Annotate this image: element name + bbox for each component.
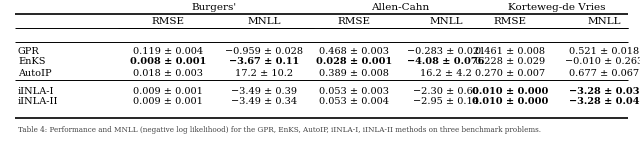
Text: RMSE: RMSE [152,16,184,25]
Text: 0.270 ± 0.007: 0.270 ± 0.007 [475,69,545,77]
Text: −3.49 ± 0.34: −3.49 ± 0.34 [231,97,297,106]
Text: iINLA-II: iINLA-II [18,97,58,106]
Text: −0.010 ± 0.263: −0.010 ± 0.263 [565,57,640,66]
Text: 0.053 ± 0.004: 0.053 ± 0.004 [319,97,389,106]
Text: RMSE: RMSE [337,16,371,25]
Text: 0.010 ± 0.000: 0.010 ± 0.000 [472,97,548,106]
Text: −0.283 ± 0.021: −0.283 ± 0.021 [407,46,485,56]
Text: MNLL: MNLL [247,16,281,25]
Text: 0.119 ± 0.004: 0.119 ± 0.004 [133,46,203,56]
Text: −3.28 ± 0.04: −3.28 ± 0.04 [569,97,639,106]
Text: 0.053 ± 0.003: 0.053 ± 0.003 [319,86,389,96]
Text: RMSE: RMSE [493,16,527,25]
Text: MNLL: MNLL [588,16,621,25]
Text: −3.67 ± 0.11: −3.67 ± 0.11 [229,57,299,66]
Text: Table 4: Performance and MNLL (negative log likelihood) for the GPR, EnKS, AutoI: Table 4: Performance and MNLL (negative … [18,126,541,134]
Text: 16.2 ± 4.2: 16.2 ± 4.2 [420,69,472,77]
Text: 0.389 ± 0.008: 0.389 ± 0.008 [319,69,389,77]
Text: −3.28 ± 0.03: −3.28 ± 0.03 [569,86,639,96]
Text: −2.95 ± 0.14: −2.95 ± 0.14 [413,97,479,106]
Text: MNLL: MNLL [429,16,463,25]
Text: 0.028 ± 0.001: 0.028 ± 0.001 [316,57,392,66]
Text: 0.009 ± 0.001: 0.009 ± 0.001 [133,86,203,96]
Text: 0.468 ± 0.003: 0.468 ± 0.003 [319,46,389,56]
Text: −0.959 ± 0.028: −0.959 ± 0.028 [225,46,303,56]
Text: 0.677 ± 0.067: 0.677 ± 0.067 [569,69,639,77]
Text: Allen-Cahn: Allen-Cahn [371,2,429,11]
Text: 0.008 ± 0.001: 0.008 ± 0.001 [130,57,206,66]
Text: AutoIP: AutoIP [18,69,52,77]
Text: iINLA-I: iINLA-I [18,86,54,96]
Text: 0.521 ± 0.018: 0.521 ± 0.018 [569,46,639,56]
Text: −2.30 ± 0.60: −2.30 ± 0.60 [413,86,479,96]
Text: GPR: GPR [18,46,40,56]
Text: 17.2 ± 10.2: 17.2 ± 10.2 [235,69,293,77]
Text: 0.228 ± 0.029: 0.228 ± 0.029 [475,57,545,66]
Text: −3.49 ± 0.39: −3.49 ± 0.39 [231,86,297,96]
Text: −4.08 ± 0.076: −4.08 ± 0.076 [407,57,484,66]
Text: EnKS: EnKS [18,57,45,66]
Text: 0.009 ± 0.001: 0.009 ± 0.001 [133,97,203,106]
Text: 0.010 ± 0.000: 0.010 ± 0.000 [472,86,548,96]
Text: Burgers': Burgers' [191,2,237,11]
Text: Korteweg-de Vries: Korteweg-de Vries [508,2,605,11]
Text: 0.018 ± 0.003: 0.018 ± 0.003 [133,69,203,77]
Text: 0.461 ± 0.008: 0.461 ± 0.008 [475,46,545,56]
